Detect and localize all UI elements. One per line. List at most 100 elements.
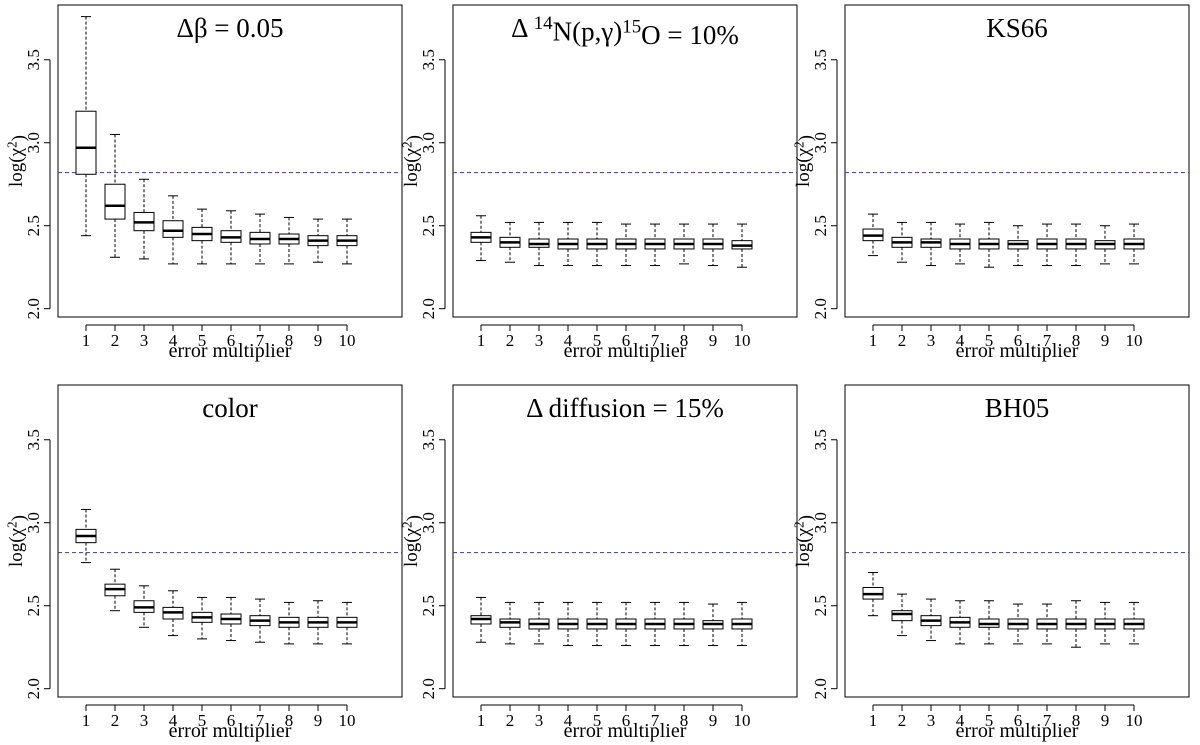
- plot-frame: [452, 384, 798, 698]
- box-iqr: [75, 110, 97, 175]
- box-9: [307, 218, 329, 263]
- x-tick-label: 10: [1126, 331, 1143, 350]
- box-2: [891, 593, 913, 637]
- panel-title-part: 15: [622, 16, 641, 37]
- panel-title-part: N(p,γ): [553, 16, 623, 46]
- x-tick-label: 8: [1072, 331, 1081, 350]
- box-8: [673, 601, 695, 647]
- x-tick-label: 1: [869, 331, 878, 350]
- y-axis-label-part: 2: [791, 521, 806, 528]
- panel-title: BH05: [985, 393, 1050, 423]
- box-5: [978, 600, 1000, 645]
- y-tick-label: 2.0: [24, 298, 43, 319]
- box-8: [1065, 223, 1087, 267]
- y-axis-label: log(χ2): [4, 515, 29, 567]
- y-axis-label: log(χ2): [399, 135, 424, 187]
- y-axis-label: log(χ2): [791, 515, 816, 567]
- x-tick-label: 6: [227, 331, 236, 350]
- y-tick-label: 2.0: [419, 298, 438, 319]
- box-6: [220, 210, 242, 265]
- x-tick-label: 6: [1014, 711, 1023, 730]
- box-6: [1007, 225, 1029, 267]
- box-4: [162, 195, 184, 265]
- y-axis-label-part: 2: [399, 521, 414, 528]
- x-tick-label: 3: [140, 331, 149, 350]
- box-3: [920, 221, 942, 267]
- x-tick-label: 5: [198, 711, 207, 730]
- x-tick-label: 10: [339, 331, 356, 350]
- box-6: [615, 601, 637, 647]
- y-axis-label-part: ): [8, 515, 29, 521]
- x-tick-label: 6: [1014, 331, 1023, 350]
- y-tick-label: 2.5: [24, 215, 43, 236]
- x-tick-label: 4: [169, 331, 178, 350]
- x-tick-label: 7: [651, 331, 660, 350]
- y-tick-label: 2.0: [419, 678, 438, 699]
- y-axis-label-part: log(χ: [6, 147, 27, 187]
- x-tick-label: 7: [256, 711, 265, 730]
- x-tick-label: 10: [339, 711, 356, 730]
- box-3: [528, 601, 550, 645]
- box-5: [586, 221, 608, 267]
- box-3: [133, 178, 155, 260]
- x-tick-label: 9: [709, 711, 718, 730]
- box-2: [104, 568, 126, 612]
- panel-title-part: 14: [534, 13, 553, 34]
- x-tick-label: 2: [898, 331, 907, 350]
- box-6: [1007, 603, 1029, 645]
- box-1: [75, 508, 97, 564]
- box-7: [1036, 223, 1058, 267]
- box-6: [615, 223, 637, 267]
- panel-title-part: O = 10%: [641, 20, 739, 50]
- box-2: [891, 221, 913, 263]
- box-9: [307, 600, 329, 645]
- x-axis-label: error multiplier: [956, 340, 1079, 362]
- y-axis-label-part: ): [795, 135, 816, 141]
- x-tick-label: 2: [506, 331, 515, 350]
- box-3: [920, 598, 942, 642]
- panel-title: Δ 14N(p,γ)15O = 10%: [511, 13, 739, 50]
- plot-frame: [452, 4, 798, 318]
- box-10: [731, 223, 753, 268]
- y-axis-label-part: log(χ: [793, 527, 814, 567]
- x-tick-label: 1: [82, 711, 91, 730]
- box-10: [336, 218, 358, 265]
- box-5: [586, 601, 608, 647]
- y-axis-label-part: 2: [399, 141, 414, 148]
- y-tick-label: 2.0: [24, 678, 43, 699]
- x-tick-label: 9: [1101, 711, 1110, 730]
- x-axis-label: error multiplier: [564, 720, 687, 742]
- panel-title-part: Δ: [511, 13, 534, 43]
- panel-title: Δβ = 0.05: [176, 13, 283, 43]
- y-axis-label: log(χ2): [399, 515, 424, 567]
- x-axis-label: error multiplier: [956, 720, 1079, 742]
- y-tick-label: 2.0: [811, 298, 830, 319]
- x-tick-label: 3: [140, 711, 149, 730]
- y-tick-label: 3.5: [419, 49, 438, 70]
- x-tick-label: 10: [734, 331, 751, 350]
- x-tick-label: 5: [985, 711, 994, 730]
- x-tick-label: 9: [314, 331, 323, 350]
- x-axis-label: error multiplier: [169, 340, 292, 362]
- x-tick-label: 8: [285, 331, 294, 350]
- x-tick-label: 5: [593, 331, 602, 350]
- y-axis-label-part: ): [403, 515, 424, 521]
- x-tick-label: 1: [477, 711, 486, 730]
- box-4: [949, 223, 971, 265]
- box-3: [133, 585, 155, 628]
- box-2: [104, 133, 126, 258]
- x-tick-label: 10: [1126, 711, 1143, 730]
- box-1: [75, 16, 97, 237]
- y-tick-label: 3.5: [811, 49, 830, 70]
- plot-frame: [844, 4, 1190, 318]
- y-axis-label-part: 2: [791, 141, 806, 148]
- box-1: [470, 596, 492, 643]
- x-tick-label: 1: [477, 331, 486, 350]
- x-tick-label: 3: [535, 711, 544, 730]
- y-axis-label-part: log(χ: [401, 527, 422, 567]
- y-tick-label: 3.5: [811, 429, 830, 450]
- x-tick-label: 2: [111, 711, 120, 730]
- box-10: [1123, 601, 1145, 645]
